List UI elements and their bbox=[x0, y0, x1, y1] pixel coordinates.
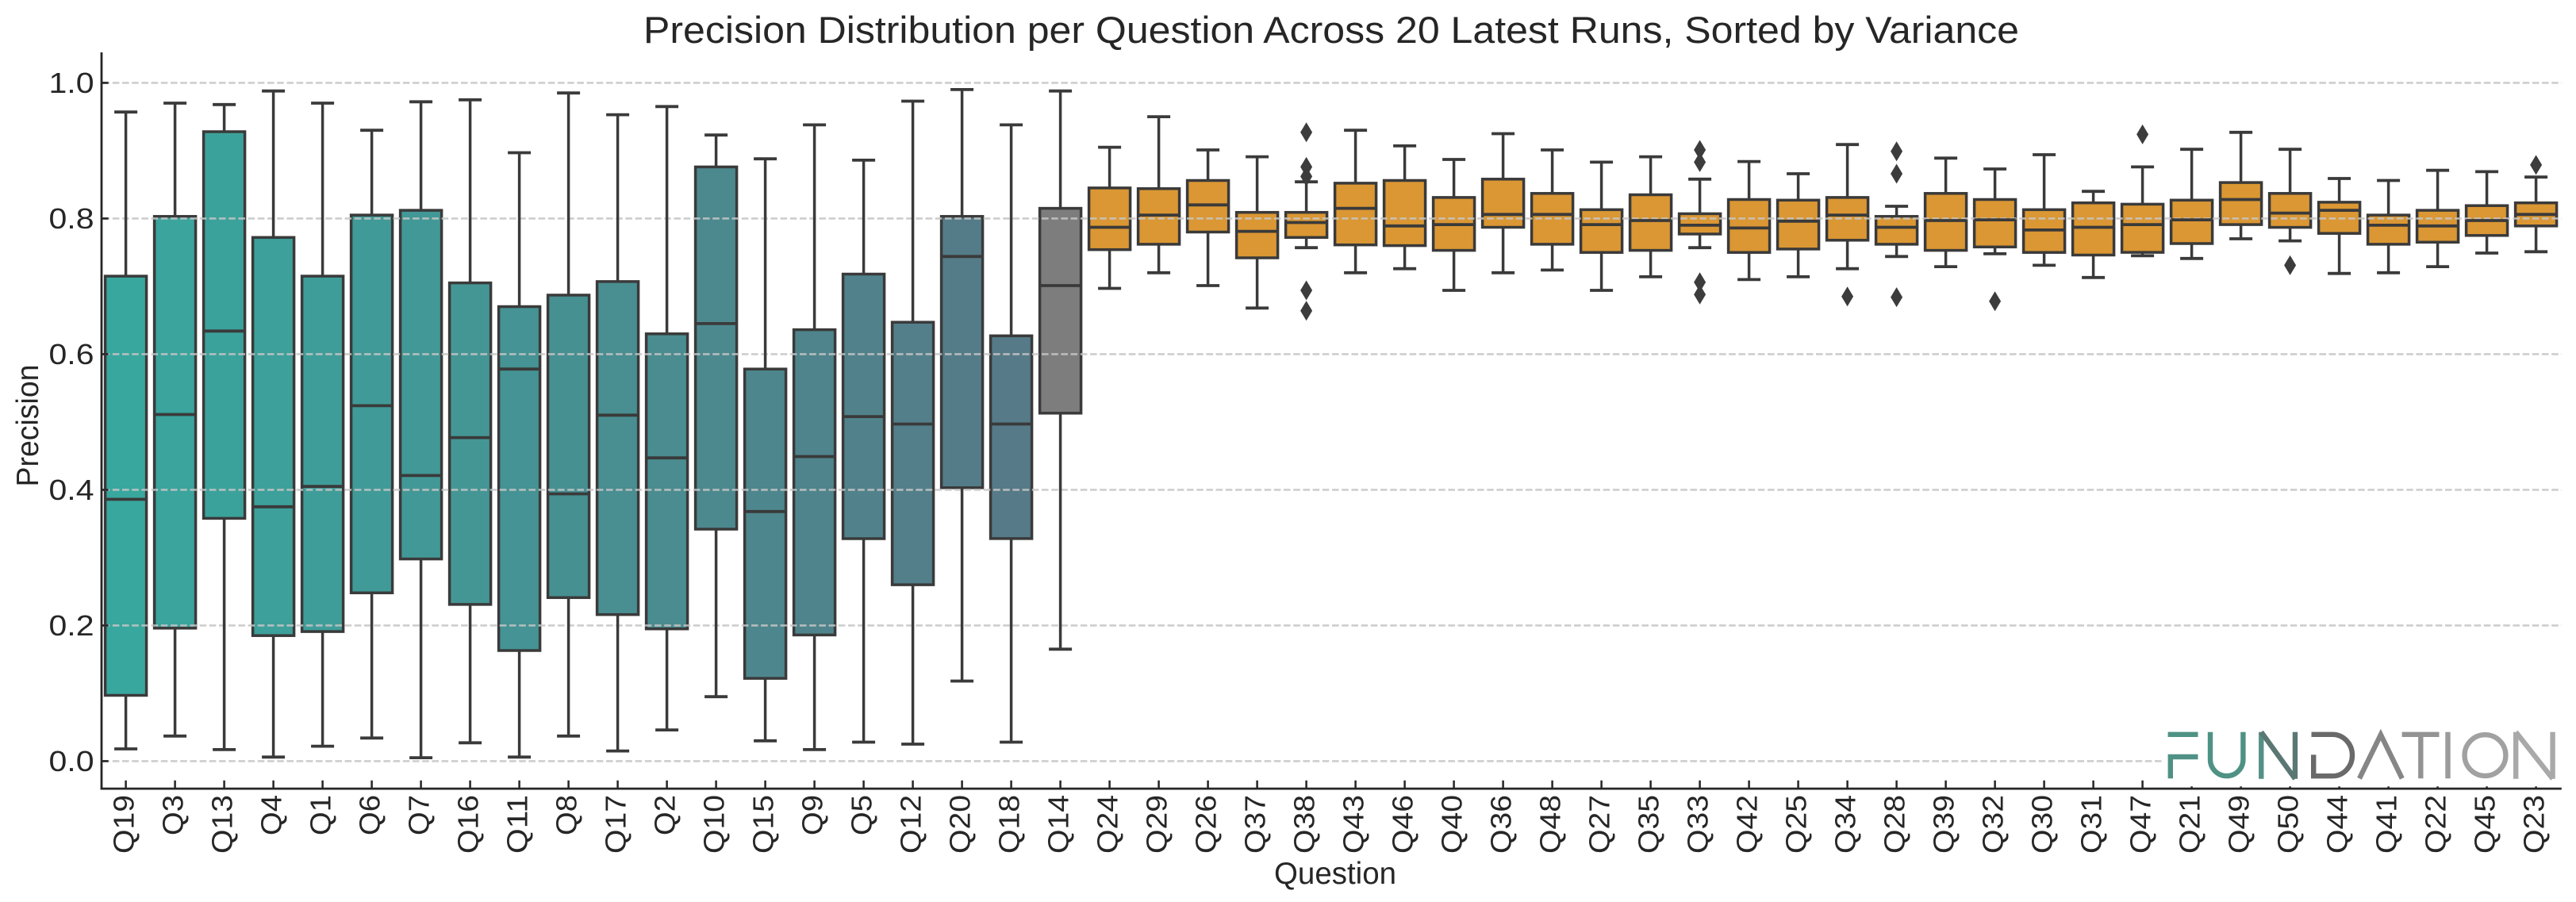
svg-text:Q34: Q34 bbox=[1829, 795, 1862, 854]
svg-text:Q22: Q22 bbox=[2420, 795, 2452, 854]
svg-text:Q9: Q9 bbox=[797, 795, 829, 835]
svg-text:Q43: Q43 bbox=[1338, 795, 1370, 854]
svg-text:Q20: Q20 bbox=[944, 795, 977, 854]
svg-text:Q28: Q28 bbox=[1879, 795, 1911, 854]
svg-text:Q10: Q10 bbox=[698, 795, 731, 854]
svg-text:Q45: Q45 bbox=[2469, 795, 2501, 854]
svg-text:Q12: Q12 bbox=[895, 795, 927, 854]
svg-text:Q24: Q24 bbox=[1092, 795, 1124, 854]
svg-text:Q29: Q29 bbox=[1141, 795, 1173, 854]
svg-text:Q31: Q31 bbox=[2075, 795, 2108, 854]
svg-text:Q18: Q18 bbox=[993, 795, 1026, 854]
svg-text:Q44: Q44 bbox=[2321, 795, 2354, 854]
svg-text:Q2: Q2 bbox=[649, 795, 681, 835]
svg-text:Q26: Q26 bbox=[1190, 795, 1223, 854]
svg-text:Q3: Q3 bbox=[157, 795, 190, 835]
svg-text:Q32: Q32 bbox=[1977, 795, 2010, 854]
svg-text:Question: Question bbox=[1274, 857, 1396, 891]
svg-text:Q49: Q49 bbox=[2223, 795, 2255, 854]
svg-text:Q35: Q35 bbox=[1633, 795, 1665, 854]
svg-text:Q48: Q48 bbox=[1534, 795, 1567, 854]
svg-text:0.6: 0.6 bbox=[49, 338, 94, 370]
svg-text:Q4: Q4 bbox=[255, 795, 288, 835]
svg-text:Q25: Q25 bbox=[1780, 795, 1813, 854]
svg-text:Q42: Q42 bbox=[1731, 795, 1764, 854]
svg-text:Q46: Q46 bbox=[1387, 795, 1419, 854]
svg-text:Q41: Q41 bbox=[2371, 795, 2403, 854]
svg-text:0.4: 0.4 bbox=[49, 474, 94, 506]
svg-text:Q19: Q19 bbox=[108, 795, 140, 854]
svg-text:Q38: Q38 bbox=[1288, 795, 1321, 854]
svg-text:Q5: Q5 bbox=[846, 795, 878, 835]
svg-text:Q6: Q6 bbox=[354, 795, 386, 835]
svg-text:Q8: Q8 bbox=[551, 795, 583, 835]
svg-text:Q50: Q50 bbox=[2272, 795, 2305, 854]
svg-text:0.8: 0.8 bbox=[49, 202, 94, 235]
svg-text:Q11: Q11 bbox=[501, 795, 534, 854]
svg-text:Precision: Precision bbox=[11, 365, 45, 487]
svg-text:1.0: 1.0 bbox=[49, 67, 94, 99]
svg-text:Q36: Q36 bbox=[1485, 795, 1518, 854]
svg-text:Q13: Q13 bbox=[206, 795, 239, 854]
svg-text:Q15: Q15 bbox=[747, 795, 780, 854]
svg-text:Q30: Q30 bbox=[2026, 795, 2059, 854]
svg-text:Q37: Q37 bbox=[1239, 795, 1272, 854]
svg-text:Q16: Q16 bbox=[452, 795, 485, 854]
svg-text:Q39: Q39 bbox=[1928, 795, 1960, 854]
svg-text:0.2: 0.2 bbox=[49, 609, 94, 642]
svg-text:Q21: Q21 bbox=[2174, 795, 2206, 854]
svg-text:Q47: Q47 bbox=[2125, 795, 2157, 854]
svg-text:Q17: Q17 bbox=[600, 795, 632, 854]
svg-text:Precision Distribution per Que: Precision Distribution per Question Acro… bbox=[643, 9, 2019, 51]
svg-text:Q7: Q7 bbox=[403, 795, 436, 835]
svg-text:0.0: 0.0 bbox=[49, 745, 94, 777]
svg-text:Q1: Q1 bbox=[305, 795, 337, 835]
svg-text:Q23: Q23 bbox=[2518, 795, 2551, 854]
svg-text:Q40: Q40 bbox=[1436, 795, 1468, 854]
svg-text:Q27: Q27 bbox=[1584, 795, 1616, 854]
svg-text:Q33: Q33 bbox=[1682, 795, 1714, 854]
svg-text:Q14: Q14 bbox=[1042, 795, 1075, 854]
